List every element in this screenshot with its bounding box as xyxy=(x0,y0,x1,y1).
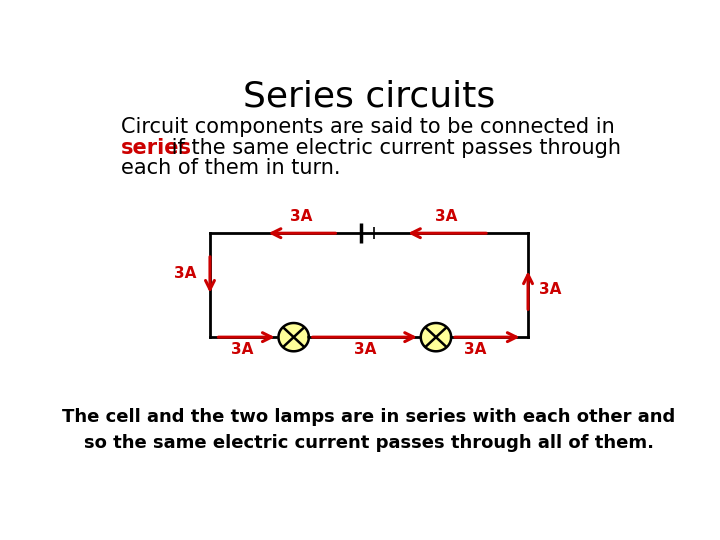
Text: if the same electric current passes through: if the same electric current passes thro… xyxy=(165,138,621,158)
Text: each of them in turn.: each of them in turn. xyxy=(121,158,340,178)
Text: 3A: 3A xyxy=(174,266,196,281)
Text: Circuit components are said to be connected in: Circuit components are said to be connec… xyxy=(121,117,614,137)
Text: 3A: 3A xyxy=(464,342,486,357)
Text: series: series xyxy=(121,138,192,158)
Text: 3A: 3A xyxy=(289,209,312,224)
Text: 3A: 3A xyxy=(231,342,253,357)
Text: 3A: 3A xyxy=(354,342,376,357)
Text: 3A: 3A xyxy=(539,282,562,297)
Polygon shape xyxy=(279,323,309,352)
Text: The cell and the two lamps are in series with each other and
so the same electri: The cell and the two lamps are in series… xyxy=(63,408,675,452)
Text: 3A: 3A xyxy=(435,209,457,224)
Polygon shape xyxy=(420,323,451,352)
Text: Series circuits: Series circuits xyxy=(243,79,495,113)
